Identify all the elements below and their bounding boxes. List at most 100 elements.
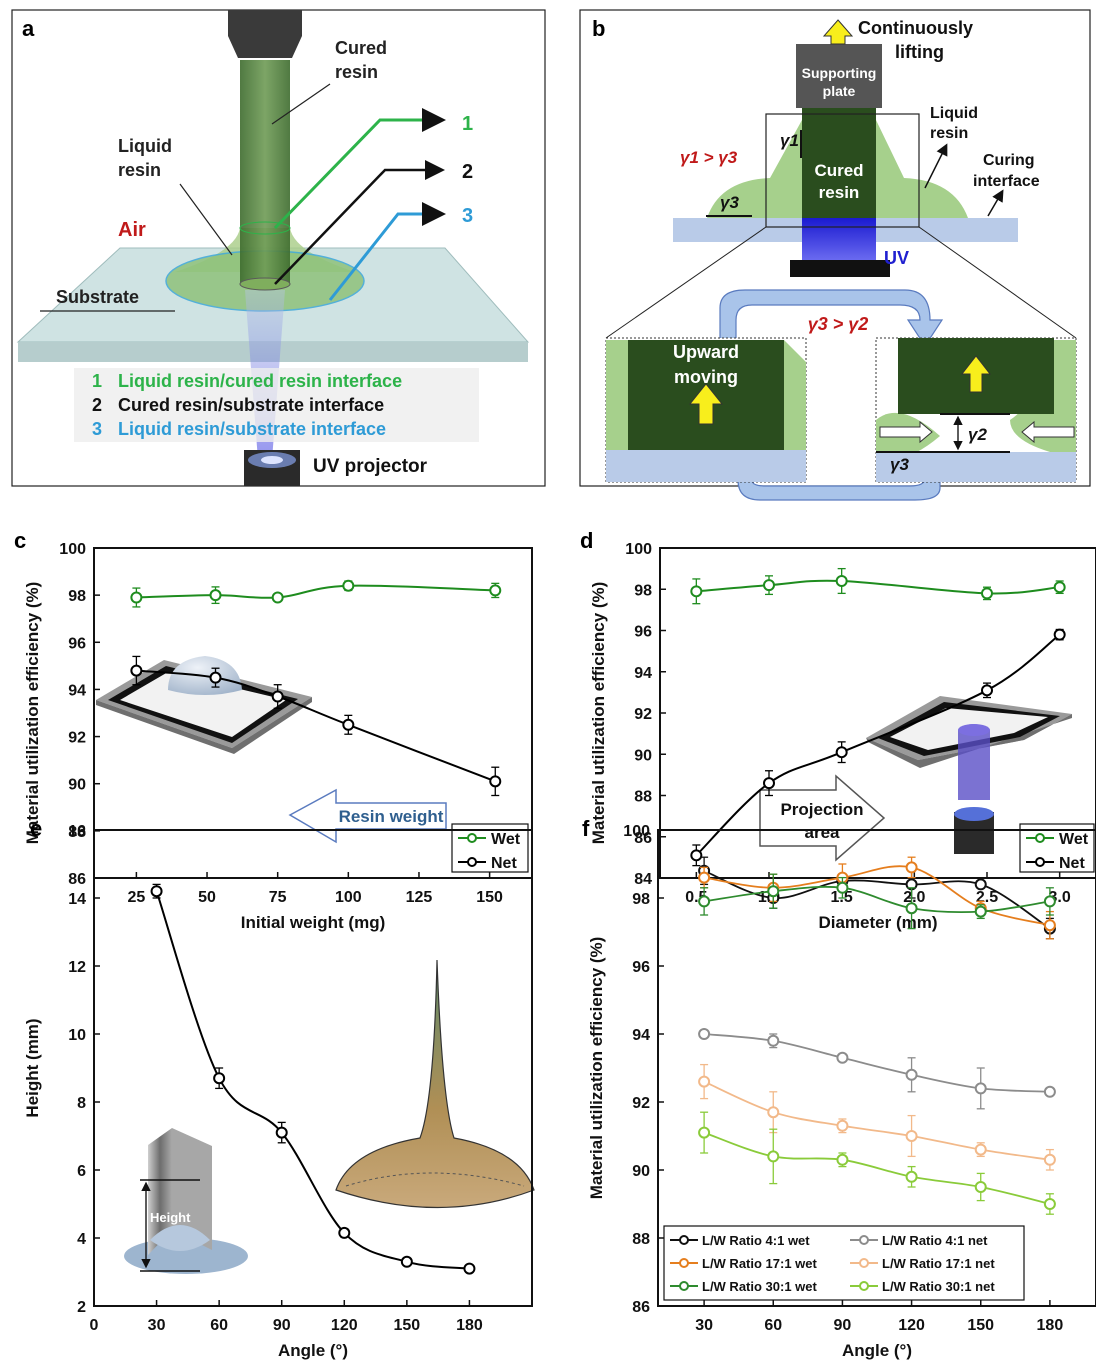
data-point-c-0-2	[271, 591, 284, 604]
lifting-label-1: Continuously	[858, 18, 973, 38]
y-tick-label-e-5: 12	[68, 959, 86, 976]
data-point-c-0-0	[130, 591, 143, 604]
data-point-d-1-3	[981, 684, 993, 697]
y-tick-label-e-0: 2	[77, 1299, 86, 1316]
legend-c-label-1: Net	[491, 855, 517, 872]
data-point-f-5-0	[698, 1126, 711, 1139]
gamma2-label: γ2	[968, 425, 987, 444]
data-point-f-5-4	[974, 1181, 987, 1193]
x-axis-label-f: Angle (°)	[842, 1341, 912, 1360]
y-tick-label-f-4: 94	[632, 1027, 650, 1044]
legend-f-marker-2	[679, 1281, 689, 1291]
data-point-e-0-5	[463, 1262, 476, 1275]
data-point-f-4-0	[698, 1075, 711, 1088]
x-tick-label-e-5: 150	[394, 1317, 421, 1334]
cured-resin-label-1: Cured	[335, 38, 387, 58]
y-tick-label-f-7: 100	[623, 823, 650, 840]
x-tick-label-e-6: 180	[456, 1317, 483, 1334]
data-point-f-1-0	[698, 871, 711, 884]
plot-frame-f	[657, 829, 1096, 1307]
data-point-d-1-0	[690, 849, 703, 862]
panel-d-label: d	[580, 528, 593, 553]
legend-c-label-0: Wet	[491, 831, 521, 848]
data-point-f-3-3	[905, 1068, 918, 1081]
legend-c-marker-1	[467, 857, 477, 867]
y-tick-label-f-1: 88	[632, 1231, 650, 1248]
data-point-f-5-3	[905, 1170, 918, 1183]
data-point-f-4-2	[836, 1119, 849, 1132]
legend-f-label-1: L/W Ratio 17:1 wet	[702, 1256, 818, 1271]
y-tick-label-d-3: 90	[634, 747, 652, 764]
upward-moving-label-2: moving	[674, 367, 738, 387]
legend-f-marker-5	[859, 1281, 869, 1291]
data-point-f-3-1	[767, 1034, 780, 1047]
data-point-f-2-1	[767, 885, 780, 898]
data-point-f-4-1	[767, 1106, 780, 1119]
data-point-d-0-4	[1053, 581, 1066, 594]
gamma3-inset-label: γ3	[890, 455, 909, 474]
series-line-f-2	[703, 885, 1051, 914]
y-axis-label-d: Material utilization efficiency (%)	[589, 582, 608, 845]
data-point-f-3-2	[836, 1051, 849, 1064]
series-line-c-0	[136, 584, 496, 599]
annotation-c: Resin weight	[339, 807, 444, 826]
air-label: Air	[118, 219, 146, 241]
legend-f-label-2: L/W Ratio 30:1 wet	[702, 1279, 818, 1294]
data-point-f-4-5	[1043, 1153, 1056, 1166]
cured-resin-b-label-1: Cured	[814, 161, 863, 180]
panel-e-inset	[124, 959, 535, 1274]
legend-a-num-3: 3	[92, 419, 102, 439]
y-tick-label-f-3: 92	[632, 1095, 650, 1112]
liquid-resin-label-1: Liquid	[118, 136, 172, 156]
data-point-f-5-5	[1043, 1198, 1056, 1210]
legend-f-label-3: L/W Ratio 4:1 net	[882, 1233, 988, 1248]
liquid-resin-label-2: resin	[118, 160, 161, 180]
legend-f-marker-4	[859, 1258, 869, 1268]
curing-interface-label-1: Curing	[983, 152, 1035, 169]
annotation-d-2: area	[805, 823, 841, 842]
y-tick-label-e-3: 8	[77, 1095, 86, 1112]
x-tick-label-e-0: 0	[90, 1317, 99, 1334]
legend-f-label-5: L/W Ratio 30:1 net	[882, 1279, 995, 1294]
x-axis-label-e: Angle (°)	[278, 1341, 348, 1360]
data-point-f-2-5	[1043, 895, 1056, 908]
series-line-f-3	[704, 1033, 1050, 1093]
x-tick-label-f-4: 150	[967, 1317, 994, 1334]
panel-c-label: c	[14, 528, 26, 553]
data-point-f-2-2	[836, 881, 849, 894]
x-tick-label-c-0: 25	[127, 889, 145, 906]
liquid-resin-b-label-1: Liquid	[930, 105, 978, 122]
x-tick-label-c-2: 75	[269, 889, 287, 906]
y-axis-label-e: Height (mm)	[23, 1018, 42, 1117]
series-line-f-4	[703, 1080, 1051, 1161]
x-tick-label-e-1: 30	[148, 1317, 166, 1334]
panel-c: c 25 50 75 100 125 150 86 88 90 92 94 96 98 100 Initia…	[14, 528, 533, 932]
legend-f-label-0: L/W Ratio 4:1 wet	[702, 1233, 810, 1248]
legend-a-text-1: Liquid resin/cured resin interface	[118, 371, 402, 391]
y-tick-label-d-2: 88	[634, 789, 652, 806]
y-tick-label-e-4: 10	[68, 1027, 86, 1044]
x-tick-label-c-5: 150	[476, 889, 503, 906]
data-point-f-2-4	[974, 905, 987, 918]
panel-f: f 30 60 90 120 150 180 86 88 90 92 94 96 98 100 Angle …	[582, 816, 1096, 1360]
data-point-f-2-0	[698, 895, 711, 908]
panel-e-label: e	[30, 816, 42, 841]
data-point-f-3-4	[974, 1082, 987, 1095]
substrate-label: Substrate	[56, 287, 139, 307]
y-tick-label-c-3: 92	[68, 730, 86, 747]
legend-a-text-3: Liquid resin/substrate interface	[118, 419, 386, 439]
legend-c-box	[451, 823, 529, 873]
panel-a: a 1 2 3 Cured resin Liquid resin Air Sub…	[11, 9, 546, 487]
gamma1-label: γ1	[780, 131, 799, 150]
data-point-d-1-1	[763, 777, 775, 790]
relation-top-label: γ1 > γ3	[680, 148, 738, 167]
y-axis-label-f: Material utilization efficiency (%)	[587, 937, 606, 1200]
y-tick-label-d-8: 100	[625, 541, 652, 558]
panel-f-label: f	[582, 816, 590, 841]
legend-f-marker-3	[859, 1235, 869, 1245]
y-tick-label-c-7: 100	[59, 541, 86, 558]
data-point-d-1-2	[835, 746, 848, 759]
y-tick-label-c-4: 94	[68, 682, 86, 699]
panel-e: e 0 30 60 90 120 150 180 2 4 6 8 10 12 14 16 Angle (°) H…	[23, 816, 535, 1360]
data-point-c-0-1	[209, 589, 222, 602]
